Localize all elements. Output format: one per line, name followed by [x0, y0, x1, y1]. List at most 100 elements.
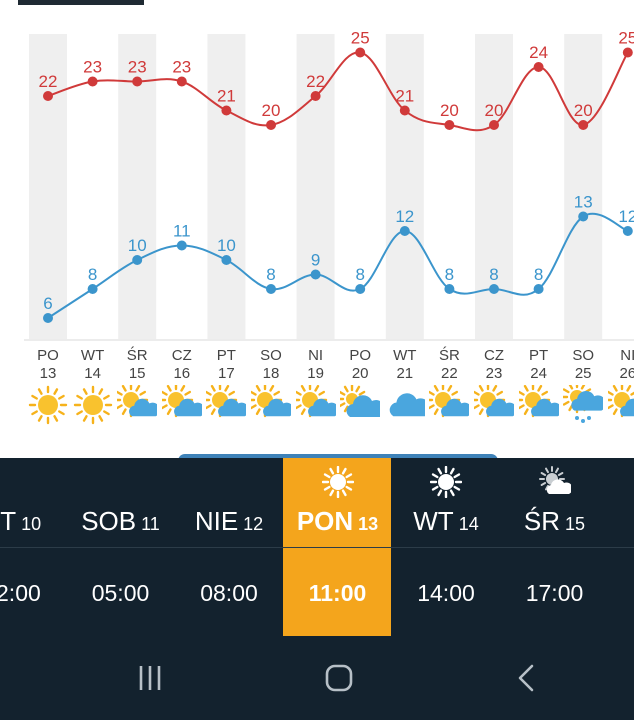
- low-temp-point: [533, 284, 544, 294]
- high-temp-point: [266, 120, 276, 130]
- low-temp-label: 8: [355, 265, 364, 284]
- system-navigation-bar: [0, 638, 634, 720]
- high-temp-point: [444, 120, 455, 130]
- high-temp-point: [355, 47, 366, 58]
- day-date: 16: [173, 365, 191, 382]
- high-temp-point: [578, 120, 589, 130]
- high-temp-label: 22: [39, 72, 58, 91]
- timeline-divider: [0, 547, 634, 548]
- low-temp-point: [399, 226, 410, 236]
- day-abbr: ŚR: [438, 347, 460, 364]
- day-date: 18: [262, 365, 280, 382]
- low-temp-label: 10: [128, 236, 147, 255]
- sun-cloud-icon: [203, 382, 250, 430]
- timeline-day-5[interactable]: ŚR 15: [501, 458, 609, 548]
- timeline-time-slot[interactable]: 14:00: [417, 580, 475, 606]
- day-abbr: CZ: [171, 347, 192, 364]
- day-label: CZ 23: [474, 347, 514, 383]
- low-temp-point: [578, 211, 589, 222]
- day-date: 22: [441, 365, 458, 382]
- high-temp-label: 23: [128, 58, 147, 77]
- timeline-day-name: PT: [0, 506, 17, 536]
- day-label: PO 13: [28, 347, 68, 383]
- timeline-time-slot[interactable]: 11:00: [308, 580, 367, 606]
- high-temp-label: 24: [529, 43, 548, 62]
- timeline-day-date: 13: [353, 514, 379, 534]
- sun-cloud-icon: [113, 382, 160, 430]
- sun-cloud-icon: [158, 382, 205, 430]
- high-temp-label: 20: [440, 101, 459, 120]
- sun-icon: [73, 385, 113, 430]
- day-column-shade: [207, 34, 246, 339]
- high-temp-label: 20: [574, 101, 593, 120]
- day-abbr: PT: [529, 347, 549, 364]
- low-temp-point: [221, 255, 232, 265]
- day-date: 26: [619, 365, 634, 382]
- low-temp-label: 8: [445, 265, 454, 284]
- timeline-time-slot[interactable]: 02:00: [0, 580, 41, 606]
- timeline-day-label: ŚR 15: [501, 506, 609, 537]
- rain-sun-icon: [560, 380, 607, 430]
- day-label: PT 17: [206, 347, 246, 383]
- recent-apps-icon: [139, 666, 161, 690]
- timeline-time-slot[interactable]: 17:00: [525, 580, 584, 606]
- high-temp-point: [533, 62, 544, 72]
- timeline-day-0[interactable]: PT 10: [0, 458, 66, 548]
- back-icon: [518, 664, 534, 692]
- back-button[interactable]: [497, 656, 557, 700]
- timeline-day-name: ŚR: [523, 506, 561, 536]
- timeline-day-3[interactable]: PON 13: [284, 458, 392, 548]
- high-temp-point: [489, 120, 499, 130]
- timeline-day-4[interactable]: WT 14: [392, 458, 500, 548]
- high-temp-point: [132, 76, 143, 87]
- day-label: SO 25: [563, 347, 603, 383]
- timeline-day-date: 14: [453, 514, 479, 534]
- timeline-day-name: WT: [413, 506, 454, 536]
- timeline-day-label: SOB 11: [67, 506, 175, 537]
- high-temp-point: [310, 91, 321, 101]
- low-temp-point: [266, 284, 276, 294]
- tab-indicator: [18, 0, 144, 5]
- cloud-icon: [385, 385, 430, 430]
- low-temp-label: 10: [217, 236, 236, 255]
- high-temp-point: [622, 47, 633, 58]
- day-column-shade: [29, 34, 67, 339]
- timeline-time-slot[interactable]: 20:00: [609, 548, 634, 638]
- recent-apps-button[interactable]: [120, 656, 180, 700]
- sun-cloud-icon: [604, 382, 634, 430]
- low-temp-label: 11: [173, 222, 191, 241]
- timeline-day-6[interactable]: CZ: [609, 458, 634, 548]
- day-column-shade: [385, 34, 424, 339]
- day-column-shade: [296, 34, 335, 339]
- day-label: ŚR 22: [429, 347, 469, 383]
- low-temp-label: 8: [266, 265, 275, 284]
- high-temp-label: 23: [83, 58, 102, 77]
- day-abbr: SO: [572, 347, 595, 364]
- day-label: PT 24: [519, 347, 559, 383]
- low-temp-point: [622, 226, 633, 236]
- sun-cloud-icon: [247, 382, 294, 430]
- timeline-day-date: 12: [238, 514, 264, 534]
- sun-cloud-icon: [538, 466, 573, 498]
- timeline-day-1[interactable]: SOB 11: [67, 458, 175, 548]
- low-temp-label: 13: [574, 193, 593, 212]
- day-label: CZ 16: [162, 347, 202, 383]
- high-temp-label: 25: [351, 29, 370, 48]
- low-temp-point: [176, 240, 187, 251]
- cloud-sun-icon: [336, 383, 386, 430]
- day-date: 17: [218, 365, 235, 382]
- day-abbr: PO: [37, 347, 59, 364]
- timeline-time-slot[interactable]: 08:00: [200, 580, 258, 606]
- high-temp-label: 22: [306, 72, 325, 91]
- day-date: 13: [39, 365, 57, 382]
- low-temp-label: 12: [618, 207, 634, 226]
- home-button[interactable]: [309, 656, 369, 700]
- low-temp-point: [355, 284, 366, 294]
- low-temp-label: 9: [311, 251, 320, 270]
- day-abbr: NI: [620, 347, 634, 364]
- timeline-day-2[interactable]: NIE 12: [175, 458, 283, 548]
- low-temp-point: [310, 269, 321, 280]
- forecast-chart: 22 23 23 23 21 20 22 25 21 20 20 24 20 25 6 8 10 11 10 8 9 8 1…: [18, 0, 634, 430]
- timeline-time-slot[interactable]: 05:00: [91, 580, 150, 606]
